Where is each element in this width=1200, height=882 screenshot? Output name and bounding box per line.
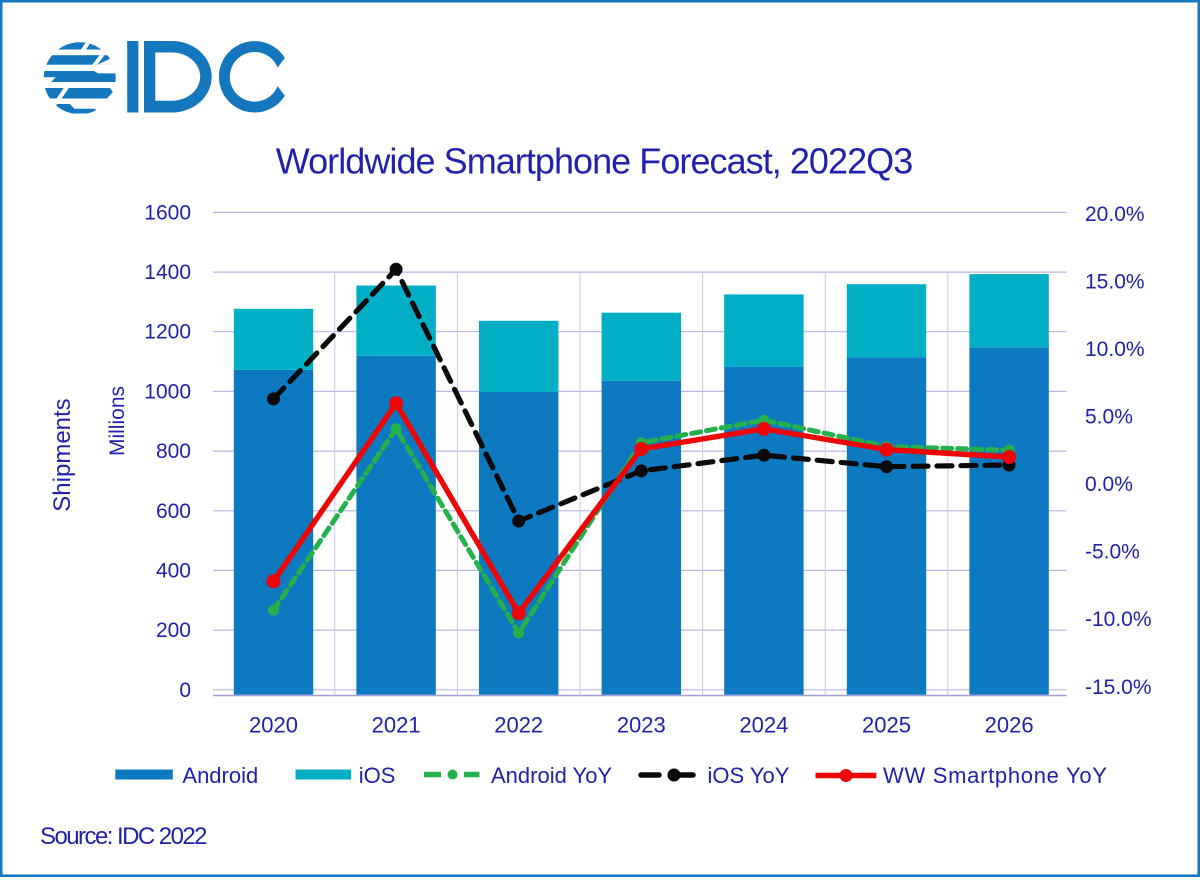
svg-text:2024: 2024 — [739, 713, 788, 738]
svg-text:-10.0%: -10.0% — [1085, 608, 1152, 631]
svg-text:200: 200 — [156, 619, 191, 642]
svg-text:2026: 2026 — [985, 713, 1034, 738]
svg-text:400: 400 — [156, 559, 191, 582]
svg-text:0: 0 — [179, 679, 191, 702]
svg-text:iOS: iOS — [359, 763, 396, 788]
svg-text:1600: 1600 — [144, 201, 191, 224]
svg-text:WW Smartphone YoY: WW Smartphone YoY — [883, 763, 1108, 788]
svg-text:Worldwide Smartphone Forecast,: Worldwide Smartphone Forecast, 2022Q3 — [276, 141, 913, 182]
svg-text:Millions: Millions — [106, 386, 129, 456]
svg-text:-15.0%: -15.0% — [1085, 676, 1152, 699]
svg-text:10.0%: 10.0% — [1085, 338, 1145, 361]
svg-text:0.0%: 0.0% — [1085, 473, 1133, 496]
svg-text:1000: 1000 — [144, 380, 191, 403]
svg-text:5.0%: 5.0% — [1085, 406, 1133, 429]
svg-text:2023: 2023 — [617, 713, 666, 738]
svg-text:15.0%: 15.0% — [1085, 270, 1145, 293]
svg-text:800: 800 — [156, 440, 191, 463]
svg-text:2025: 2025 — [862, 713, 911, 738]
svg-text:2020: 2020 — [249, 713, 298, 738]
svg-text:600: 600 — [156, 500, 191, 523]
svg-text:Android YoY: Android YoY — [491, 763, 612, 788]
svg-text:2021: 2021 — [372, 713, 421, 738]
svg-text:iOS YoY: iOS YoY — [708, 763, 790, 788]
svg-text:-5.0%: -5.0% — [1085, 540, 1140, 563]
svg-text:Android: Android — [182, 763, 258, 788]
svg-text:Shipments: Shipments — [49, 398, 76, 511]
svg-text:20.0%: 20.0% — [1085, 203, 1145, 226]
svg-text:2022: 2022 — [494, 713, 543, 738]
svg-text:1200: 1200 — [144, 321, 191, 344]
svg-text:Source: IDC 2022: Source: IDC 2022 — [40, 823, 207, 850]
svg-text:1400: 1400 — [144, 261, 191, 284]
